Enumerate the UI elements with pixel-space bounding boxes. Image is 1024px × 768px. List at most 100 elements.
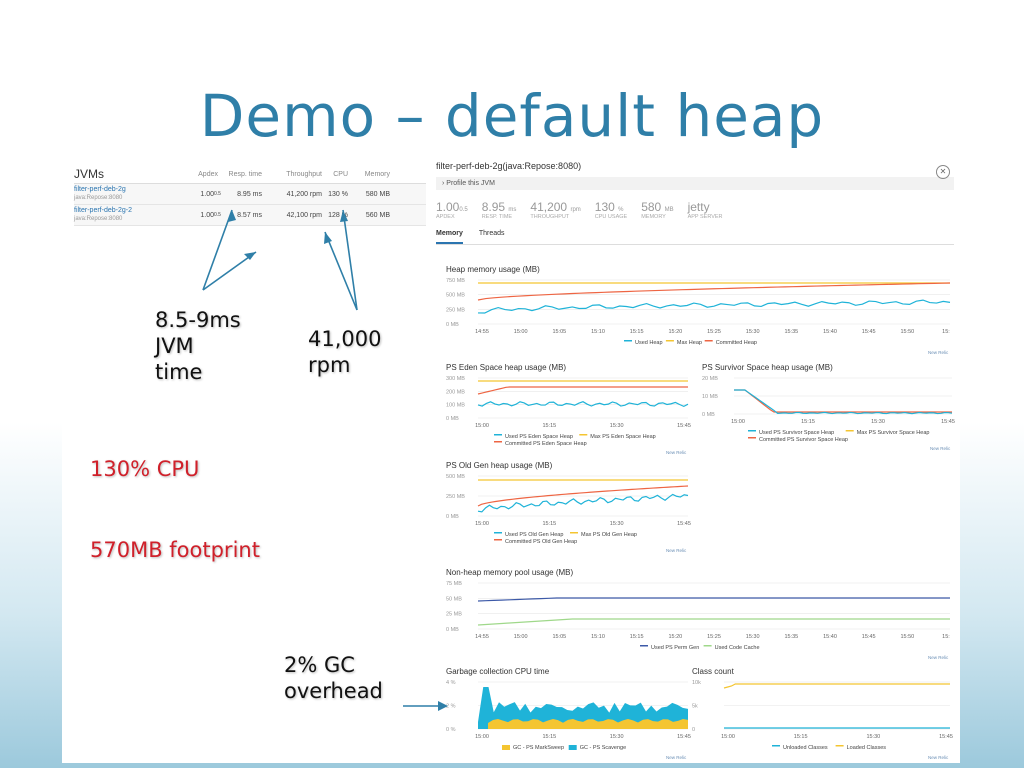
col-throughput[interactable]: Throughput — [286, 170, 322, 178]
legend-swatch — [748, 437, 756, 439]
cpu-value: 130 % — [328, 190, 348, 198]
legend-swatch — [494, 441, 502, 443]
x-tick-label: 15:20 — [668, 634, 682, 640]
legend-swatch — [568, 745, 577, 750]
legend-swatch — [845, 430, 854, 432]
x-tick-label: 15:00 — [475, 521, 489, 527]
resp-value: 8.57 ms — [237, 211, 262, 219]
jvm-name[interactable]: filter-perf-deb-2g — [74, 186, 126, 193]
legend-label: Used PS Survivor Space Heap — [759, 430, 834, 436]
y-tick-label: 250 MB — [446, 307, 465, 313]
legend-swatch — [704, 340, 713, 342]
throughput-value: 41,200 rpm — [286, 190, 322, 198]
jvm-row[interactable]: filter-perf-deb-2g java:Repose:8080 1.00 0… — [74, 184, 426, 205]
heap-chart-title: Heap memory usage (MB) — [446, 265, 540, 274]
detail-stats: 1.000.5 APDEX 8.95 ms RESP. TIME 41,200 rp… — [436, 200, 954, 220]
classes-chart-title: Class count — [692, 667, 735, 676]
new-relic-logo: New Relic — [930, 446, 951, 451]
gc-scavenge-area — [478, 687, 688, 729]
close-icon[interactable]: ✕ — [936, 165, 950, 179]
x-tick-label: 15:05 — [552, 329, 566, 335]
y-tick-label: 250 MB — [446, 494, 465, 500]
jvm-sub: java:Repose:8080 — [74, 216, 123, 222]
x-tick-label: 15:15 — [630, 634, 644, 640]
legend-swatch — [624, 340, 632, 342]
detail-tabs: Memory Threads — [436, 230, 954, 245]
x-tick-label: 15:00 — [731, 419, 745, 425]
x-tick-label: 15:20 — [668, 329, 682, 335]
nonheap-chart-title: Non-heap memory pool usage (MB) — [446, 568, 574, 577]
legend-label: Loaded Classes — [847, 745, 887, 751]
legend-label: Used Code Cache — [715, 645, 760, 651]
legend-swatch — [640, 645, 648, 647]
jvm-row[interactable]: filter-perf-deb-2g-2 java:Repose:8080 1.0… — [74, 205, 426, 226]
x-tick-label: 15:45 — [862, 329, 876, 335]
x-tick-label: 15:15 — [801, 419, 815, 425]
stat-cpu: 130 % CPU USAGE — [594, 200, 628, 220]
col-resp-time[interactable]: Resp. time — [228, 170, 262, 178]
loaded-classes-line — [723, 683, 950, 689]
profile-jvm-link[interactable]: › Profile this JVM — [436, 177, 954, 190]
legend-label: Used PS Old Gen Heap — [505, 532, 563, 538]
stat-throughput: 41,200 rpm THROUGHPUT — [530, 200, 581, 220]
committed-survivor-line — [734, 389, 952, 413]
used-survivor-line — [734, 389, 953, 415]
col-cpu[interactable]: CPU — [333, 170, 348, 178]
x-tick-label: 15:15 — [794, 734, 808, 740]
jvm-table-header: JVMs Apdex Resp. time Throughput CPU Mem… — [74, 165, 426, 184]
x-tick-label: 15:15 — [542, 734, 556, 740]
x-tick-label: 15:30 — [610, 521, 624, 527]
x-tick-label: 15: — [942, 634, 950, 640]
committed-heap-line — [477, 282, 951, 301]
code-cache-line — [477, 618, 950, 626]
stat-apdex: 1.000.5 APDEX — [436, 200, 468, 220]
legend-swatch — [665, 340, 674, 342]
x-tick-label: 15:35 — [784, 329, 798, 335]
x-tick-label: 15:00 — [514, 329, 528, 335]
annotation-rpm: 41,000 rpm — [308, 327, 382, 377]
slide-title: Demo – default heap — [199, 82, 825, 150]
col-apdex[interactable]: Apdex — [198, 170, 218, 178]
jvm-detail-panel: filter-perf-deb-2g(java:Repose:8080) ✕ ›… — [436, 161, 954, 245]
x-tick-label: 15:15 — [542, 521, 556, 527]
jvm-name[interactable]: filter-perf-deb-2g-2 — [74, 207, 132, 214]
legend-swatch — [703, 645, 712, 647]
gc-marksweep-area — [488, 719, 688, 729]
x-tick-label: 15:30 — [866, 734, 880, 740]
legend-swatch — [748, 430, 756, 432]
legend-label: Used Heap — [635, 340, 663, 346]
resp-value: 8.95 ms — [237, 190, 262, 198]
legend-swatch — [579, 434, 588, 436]
new-relic-logo: New Relic — [666, 755, 687, 760]
x-tick-label: 15: — [942, 329, 950, 335]
legend-label: Used PS Eden Space Heap — [505, 434, 573, 440]
legend-swatch — [494, 434, 502, 436]
legend-label: Committed PS Eden Space Heap — [505, 441, 587, 447]
y-tick-label: 0 — [692, 727, 695, 733]
tab-memory[interactable]: Memory — [436, 230, 463, 244]
new-relic-logo: New Relic — [928, 350, 949, 355]
tab-threads[interactable]: Threads — [478, 230, 505, 237]
used-oldgen-line — [477, 493, 689, 513]
y-tick-label: 300 MB — [446, 376, 465, 382]
y-tick-label: 5k — [692, 704, 698, 710]
throughput-value: 42,100 rpm — [286, 211, 322, 219]
legend-label: Max PS Old Gen Heap — [581, 532, 637, 538]
y-tick-label: 10k — [692, 680, 701, 686]
stat-resp-time: 8.95 ms RESP. TIME — [481, 200, 517, 220]
col-memory[interactable]: Memory — [364, 170, 390, 178]
used-eden-line — [477, 401, 689, 408]
legend-label: Max PS Eden Space Heap — [590, 434, 655, 440]
x-tick-label: 15:40 — [823, 634, 837, 640]
apdex-sub: 0.5 — [214, 191, 221, 197]
legend-label: Committed PS Old Gen Heap — [505, 539, 577, 545]
cpu-value: 128 % — [328, 211, 348, 219]
jvm-sub: java:Repose:8080 — [74, 195, 123, 201]
memory-value: 560 MB — [365, 211, 390, 219]
x-tick-label: 15:45 — [939, 734, 953, 740]
x-tick-label: 15:10 — [591, 634, 605, 640]
x-tick-label: 15:15 — [630, 329, 644, 335]
x-tick-label: 15:30 — [746, 634, 760, 640]
stat-memory: 580 MB MEMORY — [641, 200, 674, 220]
legend-label: Max PS Survivor Space Heap — [857, 430, 930, 436]
